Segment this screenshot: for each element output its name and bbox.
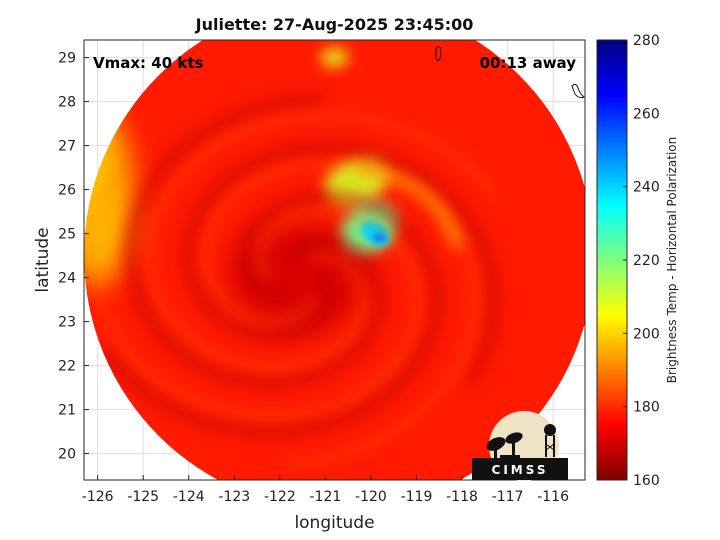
x-axis-ticks: -126 -125 -124 -123 -122 -121 -120 -119 -118 -117… (82, 475, 569, 505)
logo-text: CIMSS (492, 463, 549, 477)
colorbar-tick-label: 260 (633, 106, 660, 122)
colorbar-tick-label: 280 (633, 33, 660, 49)
y-tick-label: 20 (58, 447, 76, 463)
time-away-annotation: 00:13 away (480, 54, 577, 72)
x-tick-label: -123 (218, 489, 250, 505)
y-tick-label: 23 (58, 315, 76, 331)
colorbar-ticks: 280 260 240 220 200 180 160 (623, 33, 660, 489)
y-tick-label: 22 (58, 359, 76, 375)
x-tick-label: -120 (355, 489, 387, 505)
microwave-swath (84, 40, 585, 480)
y-tick-label: 21 (58, 403, 76, 419)
colorbar-tick-label: 180 (633, 400, 660, 416)
y-axis-ticks: 20 21 22 23 24 25 26 27 28 29 (58, 51, 89, 463)
axes-frame (83, 39, 586, 481)
x-axis-label: longitude (294, 513, 374, 533)
coastline-outlines (435, 46, 586, 99)
x-tick-label: -119 (401, 489, 433, 505)
colorbar-tick-label: 240 (633, 180, 660, 196)
colorbar-label: Brightness Temp - Horizontal Polarizatio… (665, 137, 679, 384)
y-axis-label: latitude (33, 227, 53, 292)
colorbar-tick-label: 160 (633, 473, 660, 489)
chart-title: Juliette: 27-Aug-2025 23:45:00 (195, 15, 474, 34)
western-edge-feature (84, 106, 132, 287)
cimss-logo: CIMSS (472, 411, 568, 481)
y-tick-label: 27 (58, 139, 76, 155)
colorbar: 280 260 240 220 200 180 160 Brightness Temp - … (596, 33, 679, 489)
y-tick-label: 28 (58, 95, 76, 111)
x-tick-label: -117 (492, 489, 524, 505)
colorbar-tick-label: 200 (633, 326, 660, 342)
y-tick-label: 29 (58, 51, 76, 67)
x-tick-label: -121 (310, 489, 342, 505)
northern-cells-feature (320, 47, 349, 68)
x-tick-label: -118 (446, 489, 478, 505)
spiral-bands (100, 93, 500, 438)
colorbar-gradient (596, 39, 628, 481)
x-tick-label: -116 (537, 489, 569, 505)
x-tick-label: -124 (173, 489, 205, 505)
y-tick-label: 25 (58, 227, 76, 243)
x-tick-label: -126 (82, 489, 114, 505)
y-tick-label: 26 (58, 183, 76, 199)
x-tick-label: -122 (264, 489, 296, 505)
colorbar-tick-label: 220 (633, 253, 660, 269)
x-tick-label: -125 (127, 489, 159, 505)
y-tick-label: 24 (58, 271, 76, 287)
vmax-annotation: Vmax: 40 kts (93, 54, 203, 72)
